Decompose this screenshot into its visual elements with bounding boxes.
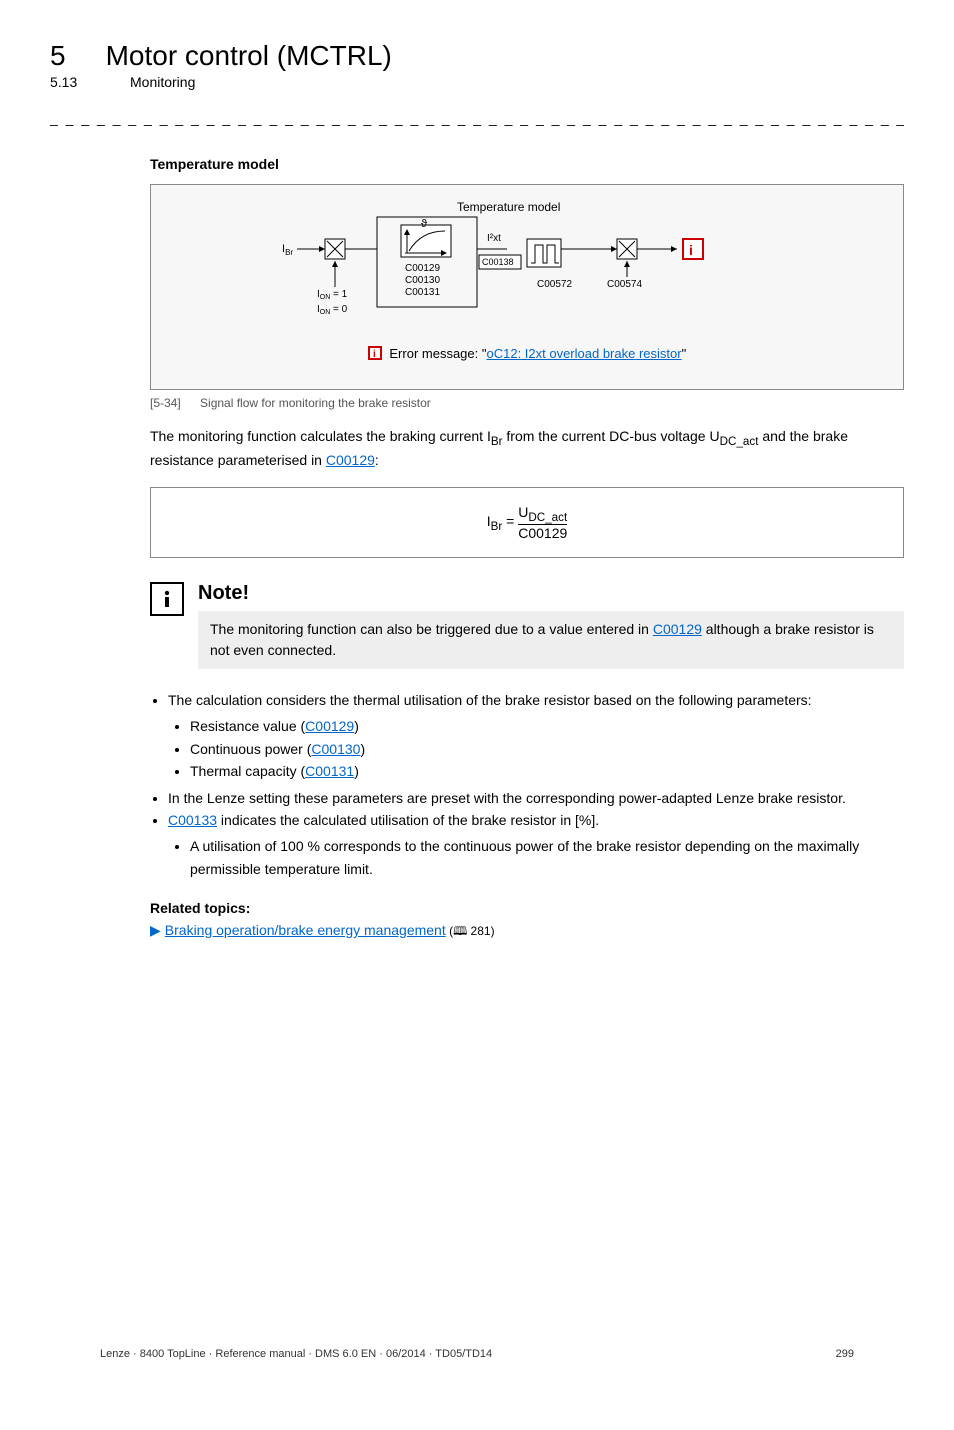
list-item: C00133 indicates the calculated utilisat… [168,809,904,880]
info-icon: i [368,346,382,363]
svg-text:C00129: C00129 [405,263,440,274]
svg-text:I²xt: I²xt [487,233,501,244]
list-item: Resistance value (C00129) [190,715,904,737]
figure-caption: Signal flow for monitoring the brake res… [200,396,431,410]
svg-text:Temperature model: Temperature model [457,200,560,214]
svg-text:C00572: C00572 [537,279,572,290]
link-c00129-3[interactable]: C00129 [305,718,354,734]
note-block: Note! The monitoring function can also b… [150,582,904,669]
svg-text:C00574: C00574 [607,279,642,290]
link-c00133[interactable]: C00133 [168,812,217,828]
formula-box: IBr = UDC_act C00129 [150,487,904,558]
list-item: Thermal capacity (C00131) [190,760,904,782]
temperature-model-diagram: Temperature model IBr ION = 1 ION = 0 ϑ [163,197,891,337]
divider: _ _ _ _ _ _ _ _ _ _ _ _ _ _ _ _ _ _ _ _ … [50,110,904,126]
link-c00131[interactable]: C00131 [305,763,354,779]
figure-label: [5-34] Signal flow for monitoring the br… [150,396,904,410]
related-heading: Related topics: [150,900,904,916]
diagram-frame: Temperature model IBr ION = 1 ION = 0 ϑ [150,184,904,390]
diagram-error-caption: i Error message: "oC12: I2xt overload br… [163,346,891,363]
section-heading: Temperature model [150,156,904,172]
svg-text:IBr: IBr [282,243,293,257]
chapter-title: Motor control (MCTRL) [106,40,392,72]
related-link-row: ▶Braking operation/brake energy manageme… [150,922,904,943]
arrow-icon: ▶ [150,922,161,938]
link-c00130[interactable]: C00130 [311,741,360,757]
link-c00129-1[interactable]: C00129 [326,452,375,468]
svg-text:C00138: C00138 [482,257,514,267]
note-title: Note! [198,582,904,605]
main-bullets: The calculation considers the thermal ut… [150,689,904,880]
link-c00129-2[interactable]: C00129 [653,621,702,637]
svg-text:C00130: C00130 [405,275,440,286]
list-item: Continuous power (C00130) [190,738,904,760]
section-title: Monitoring [130,74,195,90]
note-body: The monitoring function can also be trig… [198,611,904,669]
list-item: A utilisation of 100 % corresponds to th… [190,835,904,880]
list-item: In the Lenze setting these parameters ar… [168,787,904,809]
chapter-number: 5 [50,40,66,72]
error-link[interactable]: oC12: I2xt overload brake resistor [486,346,681,361]
error-prefix: Error message: " [389,346,486,361]
figure-number: [5-34] [150,396,181,410]
list-item: The calculation considers the thermal ut… [168,689,904,783]
svg-text:C00131: C00131 [405,287,440,298]
related-link[interactable]: Braking operation/brake energy managemen… [165,922,446,938]
svg-text:ION = 1: ION = 1 [317,289,348,301]
info-icon [150,582,184,616]
page-ref: (🕮 281) [446,924,495,938]
error-suffix: " [682,346,687,361]
svg-text:ION = 0: ION = 0 [317,304,348,316]
svg-text:i: i [689,242,693,258]
paragraph-1: The monitoring function calculates the b… [150,426,904,471]
svg-text:i: i [373,349,376,360]
svg-text:ϑ: ϑ [421,218,427,230]
section-number: 5.13 [50,74,90,90]
